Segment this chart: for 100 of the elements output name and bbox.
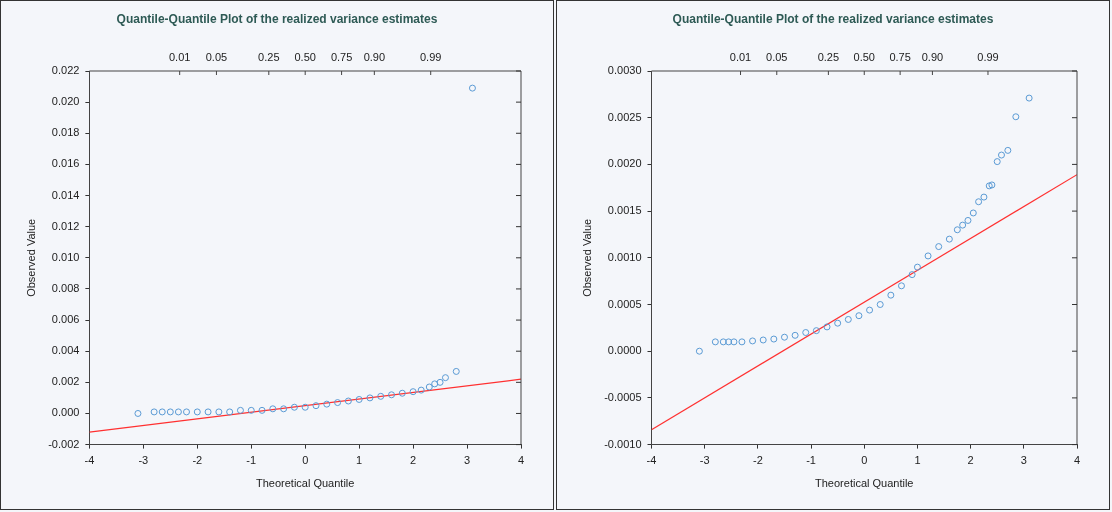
x-axis-title: Theoretical Quantile [255,477,355,490]
x-tick-label: -2 [192,454,203,467]
point [834,319,842,327]
point [924,252,932,260]
text: 0.75 [889,50,911,63]
y-tick-label: 0.012 [51,219,80,232]
y-tick-label: 0.018 [51,126,80,139]
x-tick-label: 4 [517,454,525,467]
point [174,408,182,416]
point [730,338,738,346]
point [301,403,309,411]
point [953,226,961,234]
point [802,329,810,337]
point [887,291,895,299]
text: 0.90 [921,50,944,63]
point [759,336,767,344]
y-axis-title: Observed Value [24,218,37,297]
x-tick-label: 0 [861,454,868,467]
point [377,392,385,400]
x-tick-label: -1 [246,454,257,467]
y-tick-label: 0.0000 [607,344,642,357]
point [749,337,757,345]
point [236,406,244,414]
y-tick-label: 0.0010 [607,250,642,263]
point [959,221,967,229]
point [226,408,234,416]
point [780,333,788,341]
text: 0.50 [853,50,875,63]
y-tick-label: 0.006 [51,313,80,326]
y-tick-label: -0.0005 [604,390,642,403]
y-tick-label: 0.008 [51,281,80,294]
point [166,408,174,416]
point [969,209,977,217]
point [993,158,1001,166]
y-tick-label: -0.002 [48,437,80,450]
y-tick-label: 0.000 [51,406,80,419]
x-tick-label: -1 [806,454,816,467]
point [770,335,778,343]
point [355,395,363,403]
x-tick-label: 2 [410,454,417,467]
point [719,338,727,346]
point [215,408,223,416]
x-tick-label: -3 [138,454,149,467]
point [204,408,212,416]
x-axis-title: Theoretical Quantile [815,477,914,490]
point [431,380,439,388]
point [1025,94,1033,102]
point [711,338,719,346]
point [988,181,996,189]
point [1012,113,1020,121]
point [866,306,874,314]
point [791,331,799,339]
point [876,301,884,308]
text: 0.90 [363,50,386,63]
text: 0.99 [977,50,999,63]
x-tick-label: 1 [356,454,363,467]
text: 0.75 [330,50,353,63]
point [258,406,266,414]
point [964,216,972,224]
text: 0.99 [419,50,442,63]
x-tick-label: -4 [84,454,95,467]
y-tick-label: 0.016 [51,157,80,170]
point [183,408,190,416]
y-tick-label: -0.0010 [604,437,642,450]
chart-title: Quantile-Quantile Plot of the realized variance estimates [671,11,995,28]
text: 0.05 [766,50,788,63]
point [738,338,746,346]
point [1004,146,1012,154]
x-tick-label: 1 [914,454,921,467]
point [823,323,831,331]
x-tick-label: -3 [699,454,710,467]
point [897,282,905,290]
point [134,409,142,417]
point [935,243,943,251]
y-axis-title: Observed Value [580,218,593,297]
point [980,193,988,201]
point [436,378,444,386]
point [913,263,921,271]
point [812,327,820,335]
point [158,408,166,416]
x-tick-label: 3 [1020,454,1027,467]
point [417,386,425,394]
point [280,405,288,413]
point [855,312,863,320]
point [468,84,476,92]
y-tick-label: 0.0020 [607,157,642,170]
point [247,406,255,414]
point [344,397,352,405]
text: 0.01 [729,50,752,63]
x-tick-label: 4 [1073,454,1081,467]
x-tick-label: 0 [302,454,309,467]
point [269,405,277,413]
text: 0.25 [258,50,280,63]
point [997,151,1005,159]
point [398,389,406,397]
point [844,315,852,323]
chart-title: Quantile-Quantile Plot of the realized variance estimates [115,11,439,28]
text: 0.05 [205,50,228,63]
y-tick-label: 0.020 [51,95,80,108]
y-tick-label: 0.0015 [607,204,642,217]
